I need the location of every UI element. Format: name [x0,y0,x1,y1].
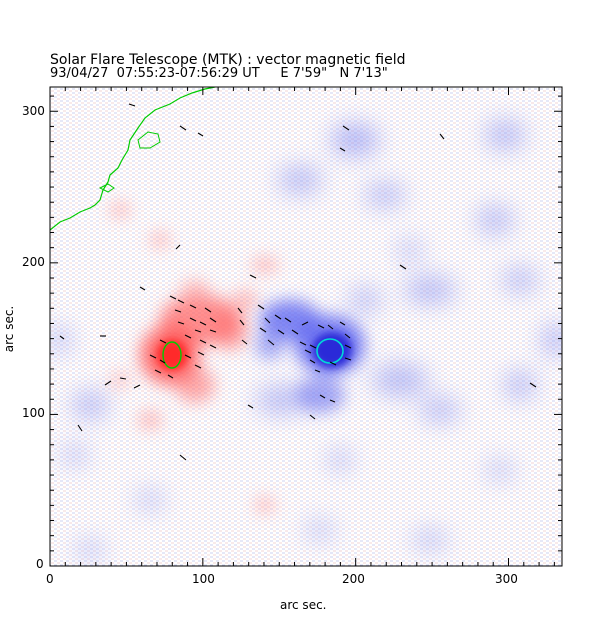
field-vector [339,321,346,326]
plot-subtitle: 93/04/27 07:55:23-07:56:29 UT E 7'59" N … [50,66,388,81]
x-tick-200: 200 [342,572,365,586]
field-vector [194,364,202,369]
field-vector [177,321,185,325]
field-vector [284,317,292,323]
field-vector [257,304,265,310]
field-vector [277,329,285,335]
network-patches [50,120,562,560]
field-vector [167,374,174,379]
field-vector [189,304,197,309]
field-vector [209,317,217,323]
field-vector [119,377,127,380]
field-vector [177,299,185,304]
field-vector [319,394,326,399]
field-vector [301,321,309,326]
field-vector [59,335,65,340]
field-vector [159,359,166,364]
y-tick-300: 300 [22,104,45,118]
field-vector [339,147,346,152]
field-vector [237,307,243,314]
field-vector [184,354,192,359]
field-vector [179,125,187,131]
field-vector [175,244,181,250]
field-vector [77,424,83,432]
field-vector [174,309,182,313]
field-vector [344,344,352,349]
transverse-field-vectors [59,103,537,461]
y-axis-label: arc sec. [2,305,17,353]
field-vector [274,314,282,320]
positive-contour [162,341,182,369]
field-vector [139,286,146,291]
plot-frame [49,86,563,567]
field-vector [169,295,177,300]
field-vector [179,454,187,461]
field-vector [259,327,267,333]
field-vector [197,351,205,356]
field-vector [249,274,257,279]
field-vector [342,125,350,131]
field-vector [309,414,316,420]
field-vector [154,369,162,374]
field-vector [241,339,248,345]
field-vector [199,339,207,344]
field-vector [304,349,312,354]
field-vector [314,369,321,373]
field-vector [309,344,317,349]
field-vector [247,404,254,409]
field-vector [264,317,271,324]
field-vector [299,341,307,346]
x-tick-0: 0 [46,572,54,586]
plot-title: Solar Flare Telescope (MTK) : vector mag… [50,52,406,68]
positive-region [110,290,257,403]
field-vector [239,319,245,326]
polarity-contour-loop2 [98,183,115,193]
field-vector [291,329,299,335]
x-tick-100: 100 [192,572,215,586]
x-tick-300: 300 [495,572,518,586]
positive-spot [156,339,188,371]
field-vector [329,399,336,403]
y-tick-200: 200 [22,255,45,269]
field-vector [209,329,217,333]
field-vector [199,321,207,326]
field-vector [329,361,337,366]
field-vector [399,264,407,270]
axis-ticks [49,87,562,567]
polarity-contour-loop [137,131,161,149]
field-vector [439,133,445,140]
field-vector [267,339,275,346]
field-vector [194,329,202,333]
negative-contour [316,338,344,364]
field-vector [184,334,192,339]
field-vector [133,384,141,389]
field-vector [529,382,537,388]
field-vector [197,132,204,137]
field-vector [159,339,167,344]
field-vector [104,380,112,386]
field-vector [209,344,217,349]
plage-patches [110,202,279,513]
field-vector [327,324,334,330]
field-vector [309,359,316,364]
x-axis-label: arc sec. [280,598,327,612]
field-vector [204,307,212,313]
field-vector [189,317,197,322]
field-vector [344,333,351,339]
field-vector [317,324,325,329]
y-tick-0: 0 [36,557,44,571]
field-vector [149,354,157,359]
y-tick-100: 100 [22,406,45,420]
field-vector [344,357,352,361]
polarity-contour-line [50,87,216,231]
field-vector [128,103,136,107]
